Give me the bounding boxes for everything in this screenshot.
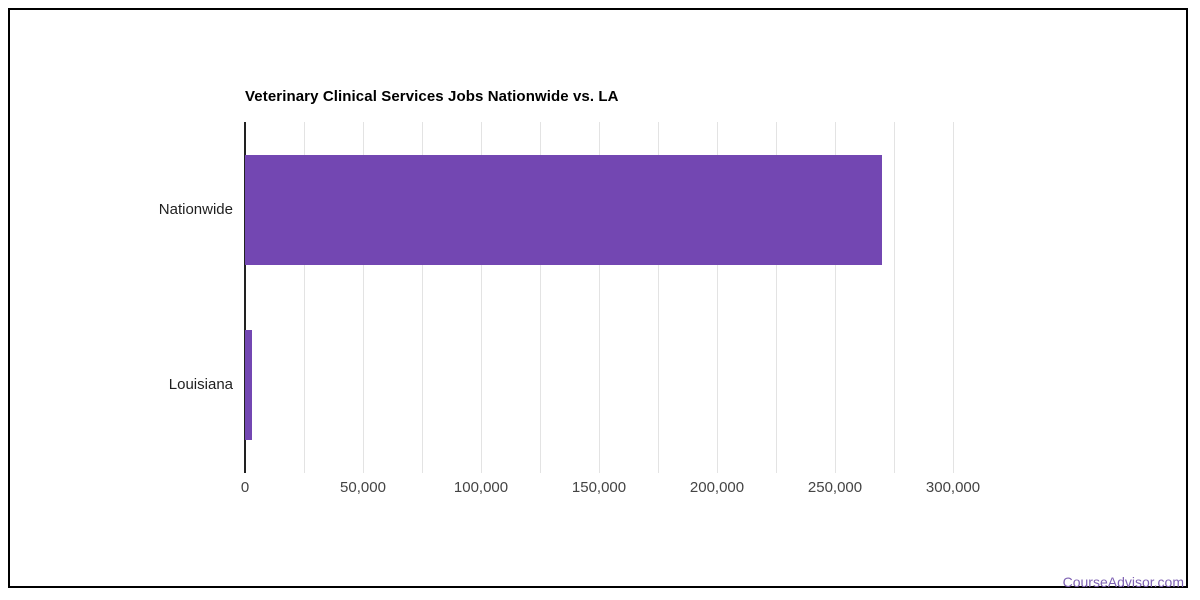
gridline: [835, 122, 836, 473]
gridline: [540, 122, 541, 473]
y-axis-line: [244, 122, 246, 473]
courseadvisor-link[interactable]: CourseAdvisor.com: [1062, 574, 1184, 590]
x-tick-label: 150,000: [571, 479, 627, 496]
gridline: [658, 122, 659, 473]
gridline: [776, 122, 777, 473]
gridline: [481, 122, 482, 473]
bar-nationwide: [245, 154, 883, 265]
gridline: [894, 122, 895, 473]
x-axis-labels: 0 50,000 100,000 150,000 200,000 250,000 300,0…: [241, 479, 980, 499]
bar-louisiana: [245, 330, 252, 441]
category-label-nationwide: Nationwide: [158, 200, 233, 218]
y-axis-labels: Nationwide Louisiana: [10, 122, 233, 473]
category-label-louisiana: Louisiana: [168, 376, 233, 394]
x-tick-label: 100,000: [453, 479, 509, 496]
chart-border: Veterinary Clinical Services Jobs Nation…: [8, 8, 1188, 588]
plot-area: [244, 122, 954, 473]
gridline: [953, 122, 954, 473]
gridline: [422, 122, 423, 473]
gridline: [363, 122, 364, 473]
x-tick-label: 50,000: [340, 479, 386, 496]
gridline: [304, 122, 305, 473]
x-tick-label: 300,000: [925, 479, 981, 496]
x-tick-label: 200,000: [689, 479, 745, 496]
gridline: [599, 122, 600, 473]
x-tick-label: 0: [240, 479, 250, 496]
gridline: [717, 122, 718, 473]
x-tick-label: 250,000: [807, 479, 863, 496]
chart-title: Veterinary Clinical Services Jobs Nation…: [245, 88, 619, 105]
